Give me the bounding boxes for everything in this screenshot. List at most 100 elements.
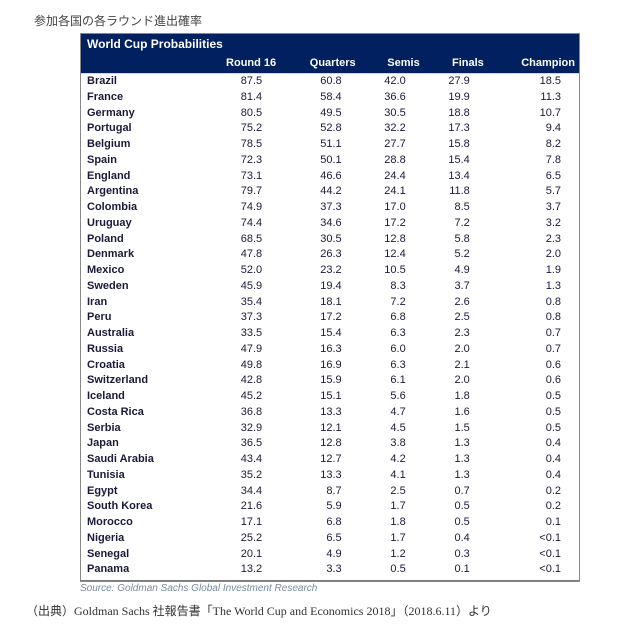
table-row: Belgium78.551.127.715.88.2 — [81, 137, 579, 153]
table-row: France81.458.436.619.911.3 — [81, 90, 579, 106]
cell-value: 12.8 — [360, 232, 424, 248]
cell-value: 0.5 — [360, 562, 424, 580]
cell-value: 3.3 — [280, 562, 359, 580]
cell-value: 1.9 — [488, 263, 579, 279]
table-row: Brazil87.560.842.027.918.5 — [81, 74, 579, 90]
cell-value: 87.5 — [194, 74, 280, 90]
cell-value: 3.2 — [488, 216, 579, 232]
cell-value: 0.8 — [488, 310, 579, 326]
cell-country: England — [81, 169, 194, 185]
table-row: Sweden45.919.48.33.71.3 — [81, 279, 579, 295]
table-row: Iceland45.215.15.61.80.5 — [81, 389, 579, 405]
cell-value: 42.8 — [194, 373, 280, 389]
cell-value: 6.3 — [360, 358, 424, 374]
top-caption: 参加各国の各ラウンド進出確率 — [10, 12, 620, 29]
cell-value: 36.6 — [360, 90, 424, 106]
cell-value: 4.9 — [424, 263, 488, 279]
cell-value: 2.0 — [488, 247, 579, 263]
cell-value: 36.5 — [194, 436, 280, 452]
cell-value: 32.2 — [360, 121, 424, 137]
cell-value: 27.9 — [424, 74, 488, 90]
cell-value: 25.2 — [194, 531, 280, 547]
cell-country: Sweden — [81, 279, 194, 295]
cell-value: 26.3 — [280, 247, 359, 263]
cell-value: 0.2 — [488, 484, 579, 500]
cell-value: 1.7 — [360, 499, 424, 515]
cell-value: 34.4 — [194, 484, 280, 500]
cell-country: Serbia — [81, 421, 194, 437]
cell-country: Uruguay — [81, 216, 194, 232]
table-row: Croatia49.816.96.32.10.6 — [81, 358, 579, 374]
cell-value: 11.8 — [424, 184, 488, 200]
cell-value: 9.4 — [488, 121, 579, 137]
cell-value: 52.0 — [194, 263, 280, 279]
col-quarters: Quarters — [280, 54, 359, 74]
bottom-citation: （出典）Goldman Sachs 社報告書「The World Cup and… — [10, 602, 620, 619]
probability-table-container: World Cup Probabilities Round 16 Quarter… — [80, 33, 580, 582]
cell-value: 1.7 — [360, 531, 424, 547]
cell-value: 47.9 — [194, 342, 280, 358]
cell-value: 74.9 — [194, 200, 280, 216]
cell-value: 16.9 — [280, 358, 359, 374]
col-champion: Champion — [488, 54, 579, 74]
cell-value: 79.7 — [194, 184, 280, 200]
table-row: Uruguay74.434.617.27.23.2 — [81, 216, 579, 232]
cell-country: Croatia — [81, 358, 194, 374]
table-row: Spain72.350.128.815.47.8 — [81, 153, 579, 169]
cell-value: 13.4 — [424, 169, 488, 185]
cell-value: 6.3 — [360, 326, 424, 342]
cell-value: 3.8 — [360, 436, 424, 452]
cell-value: 18.8 — [424, 106, 488, 122]
cell-value: 2.3 — [424, 326, 488, 342]
cell-value: 30.5 — [360, 106, 424, 122]
cell-value: 72.3 — [194, 153, 280, 169]
cell-country: Costa Rica — [81, 405, 194, 421]
cell-value: 0.5 — [424, 499, 488, 515]
cell-country: Mexico — [81, 263, 194, 279]
cell-value: 8.5 — [424, 200, 488, 216]
table-row: Nigeria25.26.51.70.4<0.1 — [81, 531, 579, 547]
table-row: England73.146.624.413.46.5 — [81, 169, 579, 185]
cell-value: 0.6 — [488, 358, 579, 374]
table-body: Brazil87.560.842.027.918.5France81.458.4… — [81, 74, 579, 581]
cell-value: 5.9 — [280, 499, 359, 515]
table-row: Poland68.530.512.85.82.3 — [81, 232, 579, 248]
cell-value: 4.7 — [360, 405, 424, 421]
cell-country: Argentina — [81, 184, 194, 200]
cell-value: 5.6 — [360, 389, 424, 405]
cell-country: Senegal — [81, 547, 194, 563]
cell-value: 12.4 — [360, 247, 424, 263]
cell-value: 0.7 — [424, 484, 488, 500]
cell-value: 46.6 — [280, 169, 359, 185]
cell-country: Peru — [81, 310, 194, 326]
cell-value: 17.2 — [360, 216, 424, 232]
cell-value: 0.4 — [424, 531, 488, 547]
cell-value: 81.4 — [194, 90, 280, 106]
cell-value: 13.2 — [194, 562, 280, 580]
cell-value: 15.4 — [280, 326, 359, 342]
cell-value: 7.8 — [488, 153, 579, 169]
table-row: Denmark47.826.312.45.22.0 — [81, 247, 579, 263]
cell-value: 0.4 — [488, 436, 579, 452]
cell-value: 12.7 — [280, 452, 359, 468]
cell-value: 1.3 — [424, 468, 488, 484]
cell-value: 0.1 — [424, 562, 488, 580]
table-row: Japan36.512.83.81.30.4 — [81, 436, 579, 452]
cell-value: 1.8 — [424, 389, 488, 405]
cell-value: 17.3 — [424, 121, 488, 137]
cell-value: 19.9 — [424, 90, 488, 106]
cell-value: 11.3 — [488, 90, 579, 106]
cell-value: 5.8 — [424, 232, 488, 248]
table-row: Colombia74.937.317.08.53.7 — [81, 200, 579, 216]
cell-country: Japan — [81, 436, 194, 452]
cell-value: 35.2 — [194, 468, 280, 484]
cell-value: 75.2 — [194, 121, 280, 137]
table-row: Serbia32.912.14.51.50.5 — [81, 421, 579, 437]
table-row: South Korea21.65.91.70.50.2 — [81, 499, 579, 515]
table-row: Saudi Arabia43.412.74.21.30.4 — [81, 452, 579, 468]
cell-value: 52.8 — [280, 121, 359, 137]
table-row: Australia33.515.46.32.30.7 — [81, 326, 579, 342]
table-row: Egypt34.48.72.50.70.2 — [81, 484, 579, 500]
cell-country: Saudi Arabia — [81, 452, 194, 468]
cell-value: 44.2 — [280, 184, 359, 200]
